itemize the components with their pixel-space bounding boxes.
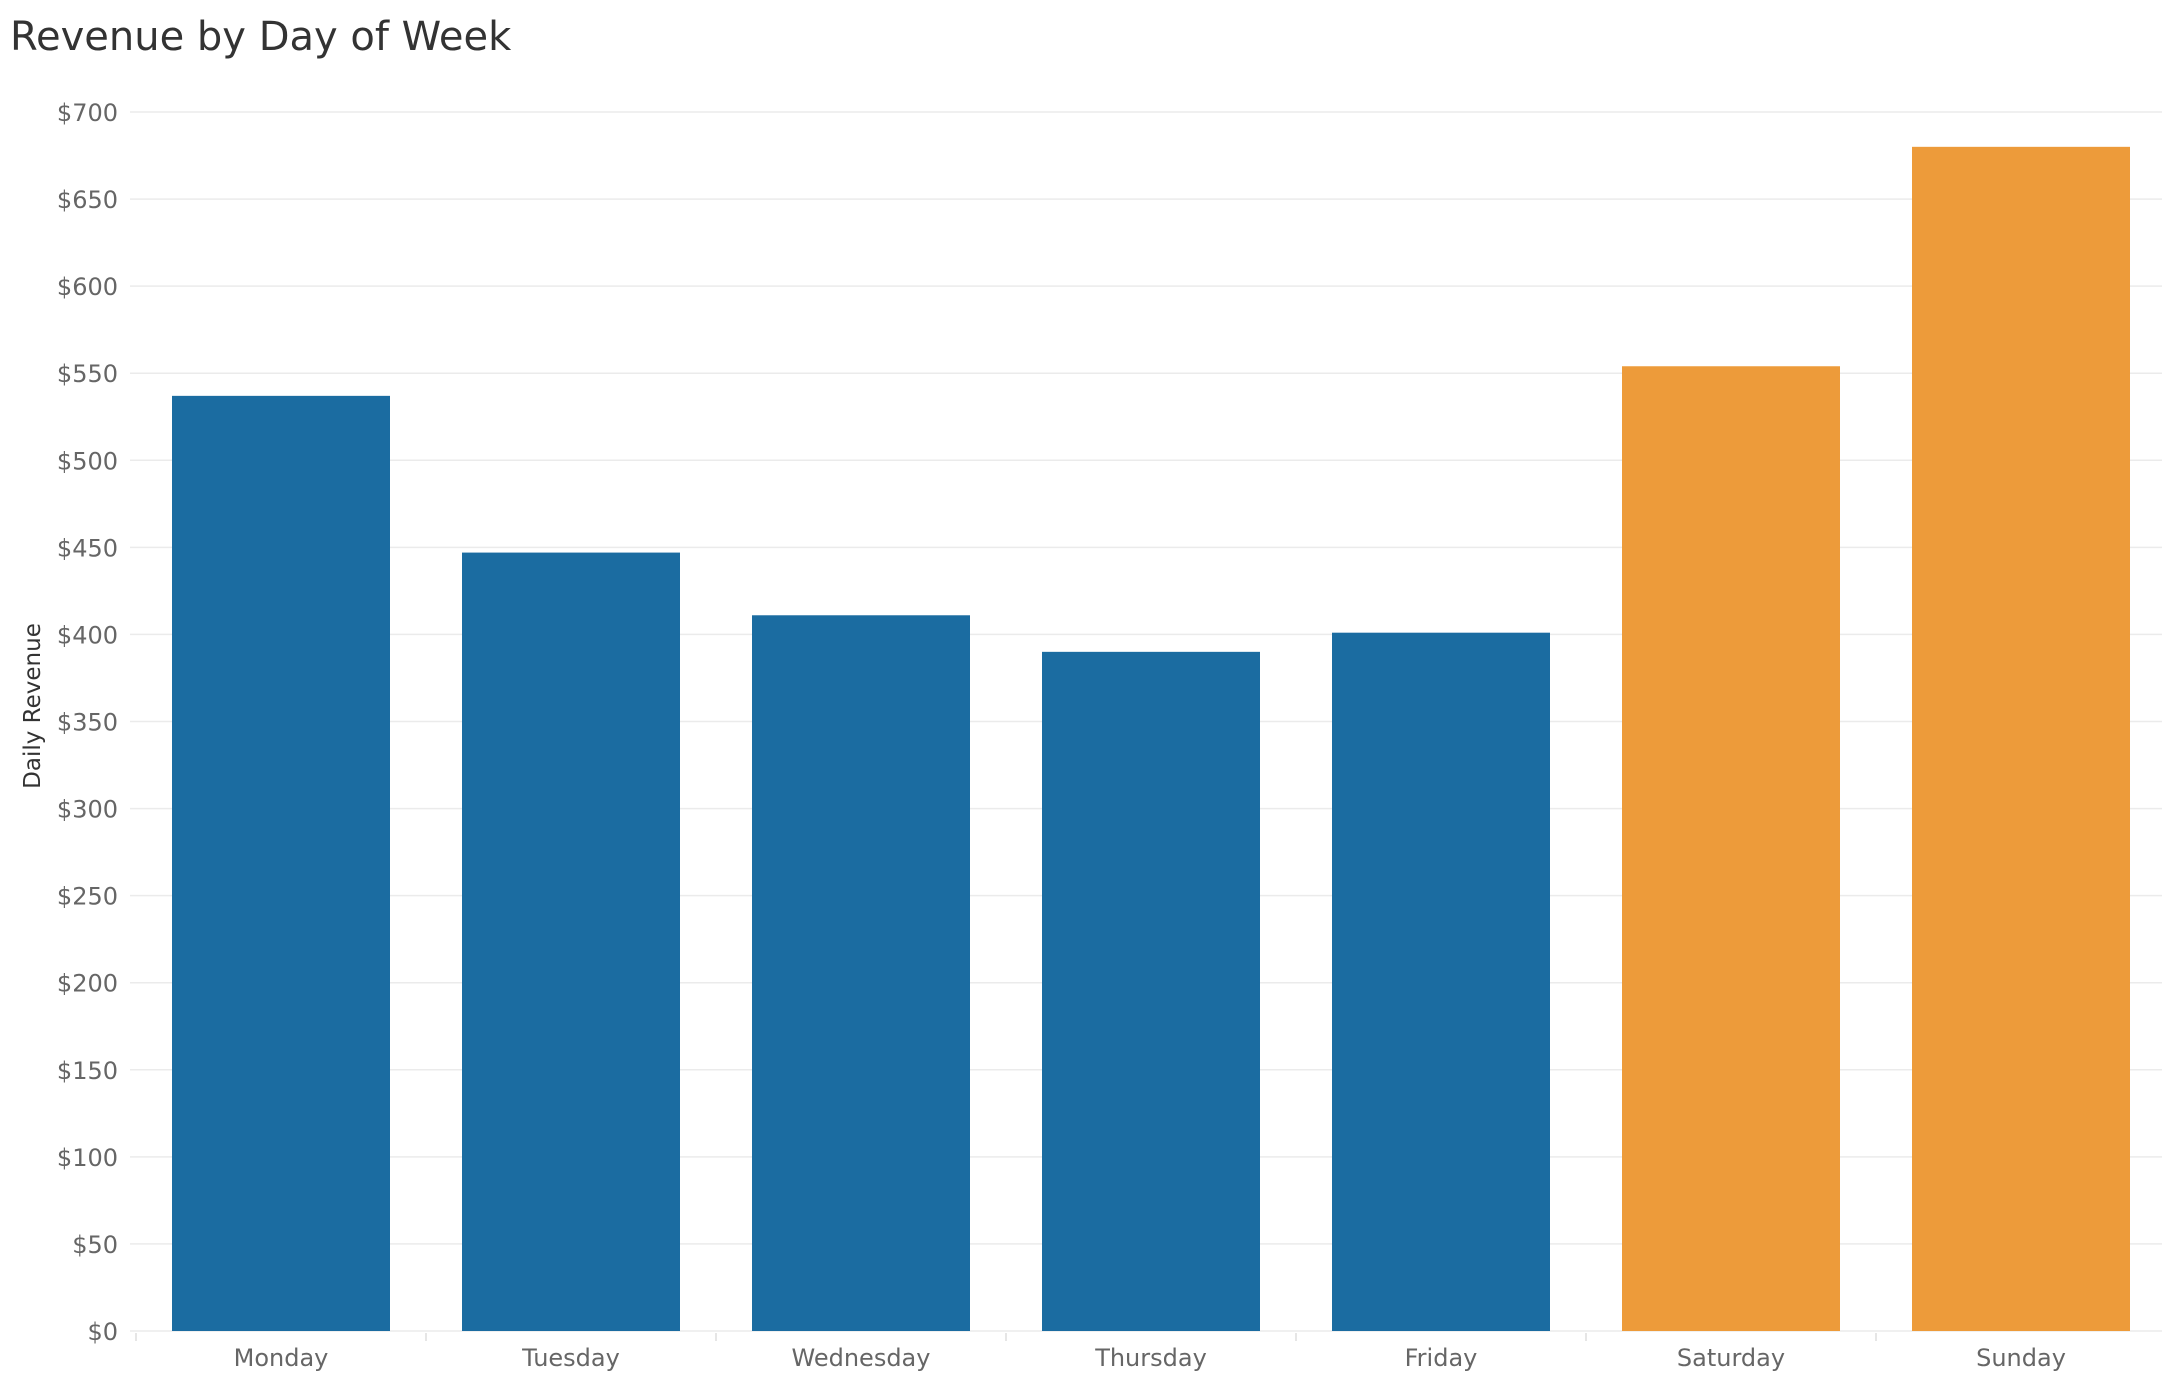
x-tick-label: Wednesday <box>792 1344 931 1372</box>
x-tick-label: Sunday <box>1976 1344 2066 1372</box>
y-tick-label: $250 <box>57 883 118 911</box>
y-tick-label: $150 <box>57 1057 118 1085</box>
y-tick-label: $400 <box>57 621 118 649</box>
y-tick-label: $100 <box>57 1144 118 1172</box>
x-axis-ticks: Monday Tuesday Wednesday Thursday Friday Satu… <box>135 1333 2066 1372</box>
bars <box>172 146 2130 1332</box>
y-tick-label: $300 <box>57 796 118 824</box>
y-tick-label: $0 <box>87 1318 118 1346</box>
y-tick-label: $700 <box>57 99 118 127</box>
y-tick-label: $450 <box>57 534 118 562</box>
bar-friday <box>1332 632 1550 1331</box>
y-axis-label: Daily Revenue <box>20 623 46 789</box>
y-axis-ticks: $0 $50 $100 $150 $200 $250 $300 $350 $400 $450 $50… <box>57 99 118 1346</box>
chart-title: Revenue by Day of Week <box>10 14 512 60</box>
bar-monday <box>172 395 390 1331</box>
bar-tuesday <box>462 552 680 1331</box>
bar-sunday <box>1912 146 2130 1331</box>
x-tick-label: Thursday <box>1094 1344 1207 1372</box>
x-tick-label: Saturday <box>1677 1344 1785 1372</box>
bar-wednesday <box>752 615 970 1331</box>
y-tick-label: $200 <box>57 970 118 998</box>
bar-saturday <box>1622 366 1840 1332</box>
x-tick-label: Friday <box>1405 1344 1478 1372</box>
y-tick-label: $600 <box>57 273 118 301</box>
y-tick-label: $650 <box>57 186 118 214</box>
x-tick-label: Monday <box>234 1344 329 1372</box>
y-tick-label: $350 <box>57 709 118 737</box>
bar-thursday <box>1042 651 1260 1331</box>
y-tick-label: $550 <box>57 360 118 388</box>
y-tick-label: $500 <box>57 447 118 475</box>
x-tick-label: Tuesday <box>521 1344 620 1372</box>
y-tick-label: $50 <box>72 1231 118 1259</box>
